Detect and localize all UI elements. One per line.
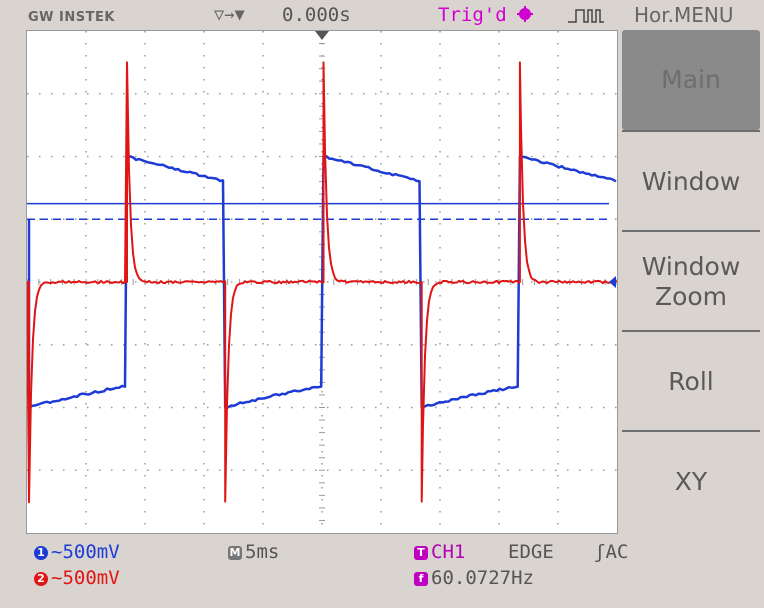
trigger-status: Trig'd (438, 4, 507, 26)
timebase[interactable]: M 5ms (228, 541, 279, 563)
ch2-scale-value: ~500mV (51, 567, 120, 589)
ch1-scale[interactable]: 1 ~500mV (34, 541, 120, 563)
trigger-position-marker-icon (315, 31, 329, 40)
brand-logo: GW INSTEK (28, 7, 115, 29)
timebase-badge-icon: M (228, 546, 242, 560)
waveform-display (26, 30, 618, 534)
trigger-badge-icon: T (414, 546, 428, 560)
frequency-value: 60.0727Hz (431, 567, 534, 589)
trigger-indicator-icon (517, 6, 533, 22)
frequency-readout: f 60.0727Hz (414, 567, 534, 589)
menu-item-roll[interactable]: Roll (622, 330, 760, 432)
menu-item-xy[interactable]: XY (622, 430, 760, 532)
horizontal-position-icon: ▽→▼ (214, 4, 245, 26)
menu-item-window-zoom[interactable]: Window Zoom (622, 230, 760, 332)
menu-item-window[interactable]: Window (622, 130, 760, 232)
trigger-source[interactable]: T CH1 (414, 541, 465, 563)
menu-title: Hor.MENU (634, 4, 734, 26)
trigger-mode-pulse-icon (566, 6, 606, 26)
ch2-badge-icon: 2 (34, 572, 48, 586)
ch1-badge-icon: 1 (34, 546, 48, 560)
top-status-bar: GW INSTEK ▽→▼ 0.000s Trig'd Hor.MENU (0, 0, 764, 30)
frequency-badge-icon: f (414, 572, 428, 586)
horizontal-menu: Main Window Window Zoom Roll XY (622, 30, 760, 534)
menu-item-main[interactable]: Main (622, 30, 760, 130)
timebase-value: 5ms (245, 541, 279, 563)
ch2-scale[interactable]: 2 ~500mV (34, 567, 120, 589)
ch1-scale-value: ~500mV (51, 541, 120, 563)
trigger-source-value: CH1 (431, 541, 465, 563)
trigger-type: EDGE (508, 541, 554, 563)
trigger-coupling: ʃAC (594, 541, 628, 563)
horizontal-position-value: 0.000s (282, 4, 351, 26)
waveform-canvas (27, 31, 617, 533)
trigger-level-marker-icon (609, 276, 616, 288)
